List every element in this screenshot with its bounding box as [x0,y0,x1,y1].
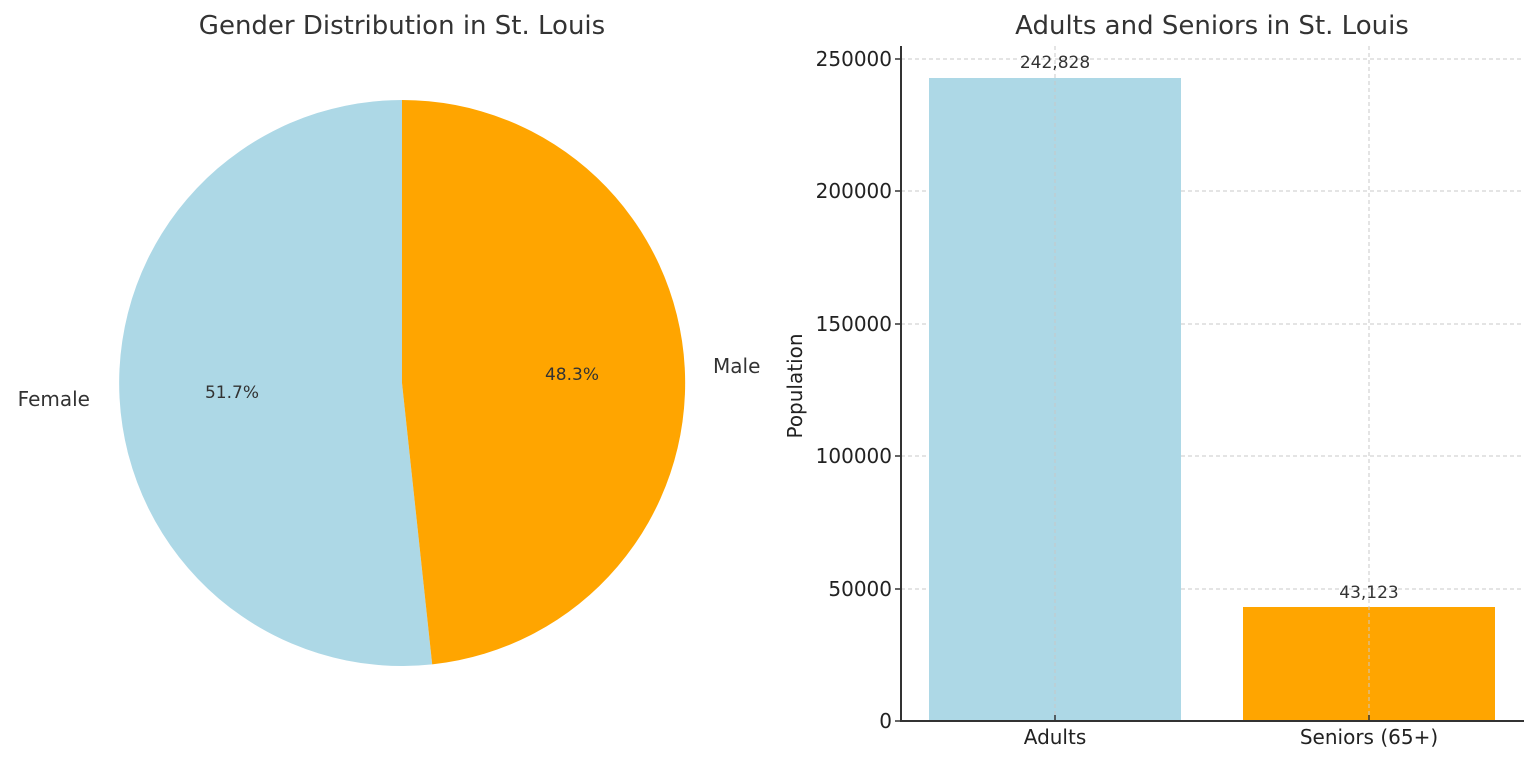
bar-title: Adults and Seniors in St. Louis [1015,11,1409,41]
bar-chart: Adults and Seniors in St. Louis [783,11,1524,749]
svg-text:150000: 150000 [816,312,892,336]
pie-label-male: Male [713,354,760,378]
svg-text:100000: 100000 [816,444,892,468]
svg-text:200000: 200000 [816,179,892,203]
pie-slice-male [402,99,686,665]
gridlines [901,58,1524,590]
pie-slice-female [119,100,433,666]
svg-text:50000: 50000 [828,577,892,601]
pie-pct-female: 51.7% [205,383,259,403]
bar-value-seniors: 43,123 [1339,583,1398,603]
svg-text:0: 0 [879,709,892,733]
pie-chart: Gender Distribution in St. Louis Female … [18,11,760,666]
x-label-adults: Adults [1024,725,1087,749]
pie-title: Gender Distribution in St. Louis [199,11,605,41]
y-axis-label: Population [783,333,807,438]
x-label-seniors: Seniors (65+) [1300,725,1438,749]
y-tick-labels: 0 50000 100000 150000 200000 250000 [816,47,892,733]
pie-pct-male: 48.3% [545,365,599,385]
svg-text:250000: 250000 [816,47,892,71]
pie-label-female: Female [18,387,90,411]
bar-value-adults: 242,828 [1020,53,1090,73]
